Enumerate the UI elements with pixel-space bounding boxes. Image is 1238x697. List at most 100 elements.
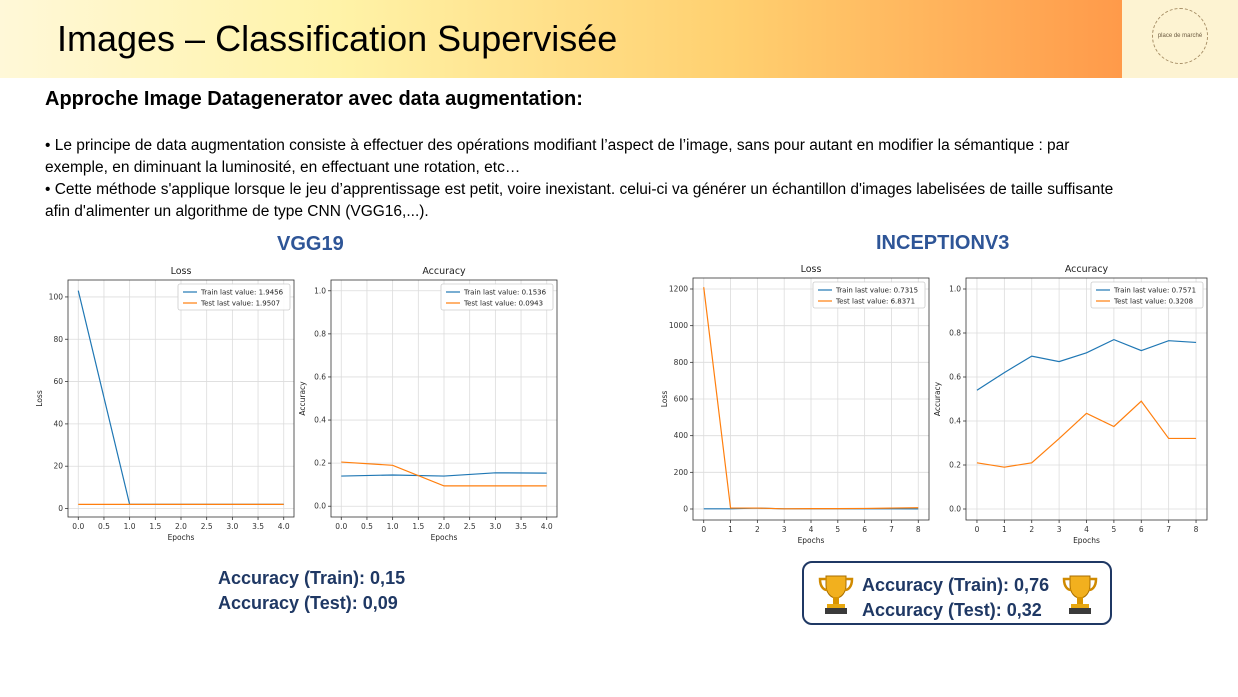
chart-legend (177, 283, 291, 311)
x-tick-label: 3.5 (515, 522, 527, 531)
x-tick-label: 2.5 (464, 522, 476, 531)
legend-entry: Train last value: 1.9456 (200, 289, 284, 297)
y-tick-label: 1200 (669, 285, 688, 294)
company-logo: place de marché (1152, 8, 1208, 64)
y-tick-label: 1.0 (314, 286, 326, 295)
x-tick-label: 7 (1166, 525, 1171, 534)
vgg19-accuracy-summary: Accuracy (Train): 0,15 Accuracy (Test): … (218, 566, 405, 616)
y-tick-label: 20 (53, 462, 63, 471)
y-tick-label: 0 (58, 504, 63, 513)
x-axis-label: Epochs (431, 533, 458, 542)
header-banner: Images – Classification Supervisée (0, 0, 1122, 78)
x-tick-label: 0.5 (98, 522, 110, 531)
y-axis-label: Accuracy (298, 381, 307, 416)
x-tick-label: 1 (728, 525, 733, 534)
chart-title: Loss (171, 266, 192, 277)
plot-frame (330, 279, 558, 518)
y-tick-label: 0.0 (314, 502, 326, 511)
x-tick-label: 2 (1029, 525, 1034, 534)
x-tick-label: 3.0 (226, 522, 238, 531)
x-tick-label: 2.0 (438, 522, 450, 531)
x-tick-label: 6 (862, 525, 867, 534)
chart-legend (812, 281, 926, 309)
y-tick-label: 800 (674, 358, 689, 367)
x-tick-label: 1.5 (149, 522, 161, 531)
inception-accuracy-summary: Accuracy (Train): 0,76 Accuracy (Test): … (802, 561, 1112, 625)
y-axis-label: Loss (660, 391, 669, 408)
x-tick-label: 0 (701, 525, 706, 534)
x-tick-label: 0.0 (72, 522, 84, 531)
x-tick-label: 1.5 (412, 522, 424, 531)
plot-frame (692, 277, 930, 521)
y-tick-label: 1.0 (949, 285, 961, 294)
x-tick-label: 5 (1111, 525, 1116, 534)
vgg19-title: VGG19 (277, 233, 344, 255)
x-tick-label: 2.5 (201, 522, 213, 531)
y-tick-label: 80 (53, 335, 63, 344)
x-tick-label: 1.0 (124, 522, 136, 531)
vgg19-accuracy-train: Accuracy (Train): 0,15 (218, 568, 406, 588)
x-tick-label: 0 (975, 525, 980, 534)
y-tick-label: 0.2 (314, 459, 326, 468)
legend-entry: Train last value: 0.1536 (463, 289, 547, 297)
y-tick-label: 60 (53, 377, 63, 386)
plot-frame (965, 277, 1208, 521)
y-tick-label: 600 (674, 395, 689, 404)
y-tick-label: 1000 (669, 321, 688, 330)
y-tick-label: 0.4 (949, 417, 961, 426)
chart-title: Accuracy (1065, 264, 1109, 275)
x-axis-label: Epochs (1073, 536, 1100, 545)
x-tick-label: 3 (1057, 525, 1062, 534)
y-tick-label: 0.2 (949, 461, 961, 470)
chart-legend (440, 283, 554, 311)
chart-title: Accuracy (422, 266, 466, 277)
legend-entry: Test last value: 0.0943 (463, 300, 543, 308)
vgg19-loss-chart: Loss 0.0 0.5 1.0 1.5 2.0 2.5 3.0 3.5 4.0 0 20 40 60 80… (35, 266, 295, 542)
legend-entry: Train last value: 0.7315 (835, 287, 918, 295)
x-tick-label: 3.5 (252, 522, 264, 531)
x-tick-label: 2.0 (175, 522, 187, 531)
y-tick-label: 0.6 (949, 373, 961, 382)
x-tick-label: 2 (755, 525, 760, 534)
legend-entry: Test last value: 1.9507 (200, 300, 280, 308)
vgg19-accuracy-chart: Accuracy 0.0 0.5 1.0 1.5 2.0 2.5 3.0 3.5 4.0 0.0 0.… (298, 266, 558, 542)
bullet-list: • Le principe de data augmentation consi… (45, 135, 1125, 223)
x-tick-label: 4.0 (278, 522, 290, 531)
x-tick-label: 6 (1139, 525, 1144, 534)
x-tick-label: 4.0 (541, 522, 553, 531)
x-axis-label: Epochs (168, 533, 195, 542)
y-tick-label: 400 (674, 431, 689, 440)
y-tick-label: 100 (49, 292, 64, 301)
inception-accuracy-chart: Accuracy 0 1 2 3 4 5 6 7 8 0.0 0.2 0.4 0.6 0.8 1.0 Epoch… (933, 264, 1208, 545)
x-tick-label: 4 (1084, 525, 1089, 534)
legend-entry: Train last value: 0.7571 (1113, 287, 1196, 295)
inception-loss-chart: Loss 0 1 2 3 4 5 6 7 8 0 200 400 600 800 1000 1200 Epochs… (660, 264, 930, 545)
x-tick-label: 8 (1194, 525, 1199, 534)
y-tick-label: 0.8 (949, 329, 961, 338)
plot-frame (67, 279, 295, 518)
y-tick-label: 0.0 (949, 505, 961, 514)
y-axis-label: Accuracy (933, 381, 942, 416)
trophy-icon (818, 575, 854, 614)
x-tick-label: 5 (835, 525, 840, 534)
y-axis-label: Loss (35, 390, 44, 407)
legend-entry: Test last value: 0.3208 (1113, 298, 1193, 306)
x-tick-label: 0.5 (361, 522, 373, 531)
x-tick-label: 7 (889, 525, 894, 534)
x-tick-label: 8 (916, 525, 921, 534)
x-tick-label: 3 (782, 525, 787, 534)
logo-area: place de marché (1122, 0, 1238, 78)
y-tick-label: 0.8 (314, 329, 326, 338)
bullet-method: • Cette méthode s'applique lorsque le je… (45, 181, 1114, 220)
page-title: Images – Classification Supervisée (57, 18, 618, 59)
x-tick-label: 0.0 (335, 522, 347, 531)
y-tick-label: 0 (683, 505, 688, 514)
vgg19-accuracy-test: Accuracy (Test): 0,09 (218, 593, 398, 613)
y-tick-label: 0.6 (314, 372, 326, 381)
inception-accuracy-train: Accuracy (Train): 0,76 (862, 575, 1050, 595)
x-tick-label: 4 (809, 525, 814, 534)
bullet-data-augmentation: • Le principe de data augmentation consi… (45, 137, 1070, 176)
x-tick-label: 1.0 (387, 522, 399, 531)
y-tick-label: 200 (674, 468, 689, 477)
x-tick-label: 3.0 (489, 522, 501, 531)
